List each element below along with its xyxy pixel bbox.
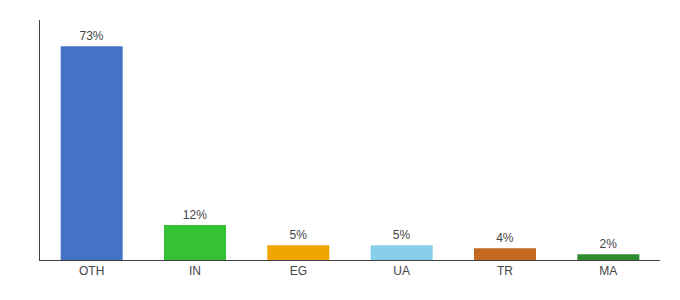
svg-text:73%: 73%: [79, 29, 103, 43]
svg-text:IN: IN: [189, 264, 201, 278]
svg-text:2%: 2%: [599, 237, 617, 251]
svg-text:EG: EG: [290, 264, 307, 278]
svg-text:MA: MA: [599, 264, 617, 278]
svg-text:12%: 12%: [183, 208, 207, 222]
svg-text:5%: 5%: [289, 228, 307, 242]
svg-text:4%: 4%: [496, 231, 514, 245]
svg-text:OTH: OTH: [79, 264, 104, 278]
svg-text:TR: TR: [497, 264, 513, 278]
svg-text:UA: UA: [393, 264, 410, 278]
svg-text:5%: 5%: [393, 228, 411, 242]
